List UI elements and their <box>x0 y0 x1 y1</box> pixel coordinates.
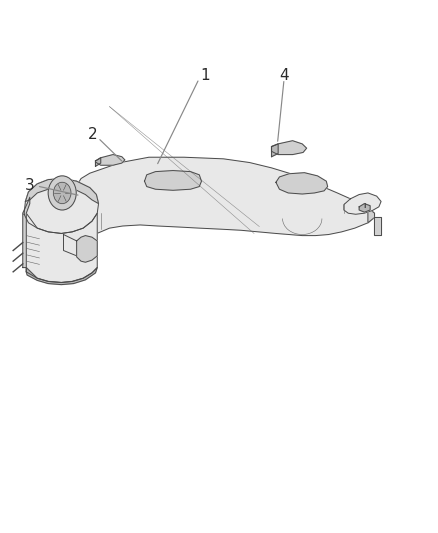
Polygon shape <box>344 193 381 214</box>
Polygon shape <box>359 204 370 212</box>
Circle shape <box>53 182 71 204</box>
Polygon shape <box>368 208 374 223</box>
Text: 3: 3 <box>25 178 35 193</box>
Polygon shape <box>64 157 374 241</box>
Polygon shape <box>374 217 381 235</box>
Polygon shape <box>95 155 125 165</box>
Circle shape <box>48 176 76 210</box>
Text: 4: 4 <box>279 68 289 83</box>
Polygon shape <box>24 179 99 233</box>
Polygon shape <box>64 235 88 256</box>
Polygon shape <box>272 141 307 155</box>
Polygon shape <box>26 213 97 282</box>
Polygon shape <box>26 268 97 285</box>
Polygon shape <box>25 179 99 204</box>
Polygon shape <box>77 236 97 262</box>
Text: I: I <box>363 203 366 209</box>
Polygon shape <box>95 158 101 166</box>
Polygon shape <box>23 197 30 268</box>
Text: 1: 1 <box>200 68 210 83</box>
Polygon shape <box>276 173 328 194</box>
Polygon shape <box>145 171 201 190</box>
Polygon shape <box>272 144 278 157</box>
Text: 2: 2 <box>88 127 98 142</box>
